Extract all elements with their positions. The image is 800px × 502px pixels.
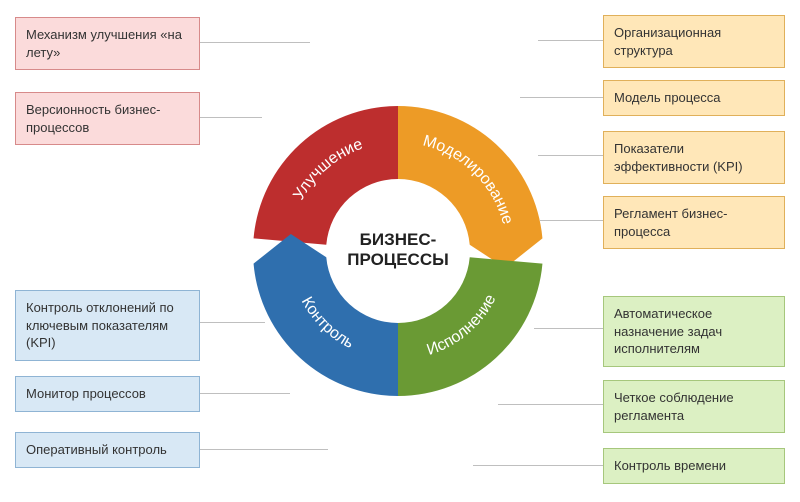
segment-label-control: Контроль [298, 294, 357, 352]
box-control-1: Монитор процессов [15, 376, 200, 412]
box-modeling-3: Регламент бизнес-процесса [603, 196, 785, 249]
box-modeling-0: Организационная структура [603, 15, 785, 68]
connector-10 [200, 393, 290, 394]
connector-5 [540, 220, 603, 221]
segment-label-execution: Исполнение [425, 292, 500, 359]
connector-2 [538, 40, 603, 41]
box-improvement-1: Версионность бизнес-процессов [15, 92, 200, 145]
box-text: Четкое соблюдение регламента [614, 390, 734, 423]
box-text: Оперативный контроль [26, 442, 167, 457]
box-execution-2: Контроль времени [603, 448, 785, 484]
segment-label-modeling: Моделирование [421, 133, 516, 227]
box-modeling-2: Показатели эффективности (KPI) [603, 131, 785, 184]
box-text: Контроль отклонений по ключевым показате… [26, 300, 174, 350]
connector-8 [473, 465, 603, 466]
segment-label-improvement: Улучшение [290, 136, 365, 203]
box-text: Версионность бизнес-процессов [26, 102, 160, 135]
box-modeling-1: Модель процесса [603, 80, 785, 116]
connector-0 [200, 42, 310, 43]
box-text: Автоматическое назначение задач исполнит… [614, 306, 722, 356]
box-text: Механизм улучшения «на лету» [26, 27, 182, 60]
box-text: Показатели эффективности (KPI) [614, 141, 743, 174]
connector-7 [498, 404, 603, 405]
box-text: Контроль времени [614, 458, 726, 473]
box-text: Монитор процессов [26, 386, 146, 401]
box-text: Организационная структура [614, 25, 721, 58]
box-execution-0: Автоматическое назначение задач исполнит… [603, 296, 785, 367]
box-improvement-0: Механизм улучшения «на лету» [15, 17, 200, 70]
connector-3 [520, 97, 603, 98]
connector-11 [200, 449, 328, 450]
box-text: Регламент бизнес-процесса [614, 206, 727, 239]
connector-4 [538, 155, 603, 156]
connector-6 [534, 328, 603, 329]
box-text: Модель процесса [614, 90, 721, 105]
box-execution-1: Четкое соблюдение регламента [603, 380, 785, 433]
box-control-2: Оперативный контроль [15, 432, 200, 468]
connector-9 [200, 322, 265, 323]
box-control-0: Контроль отклонений по ключевым показате… [15, 290, 200, 361]
connector-1 [200, 117, 262, 118]
